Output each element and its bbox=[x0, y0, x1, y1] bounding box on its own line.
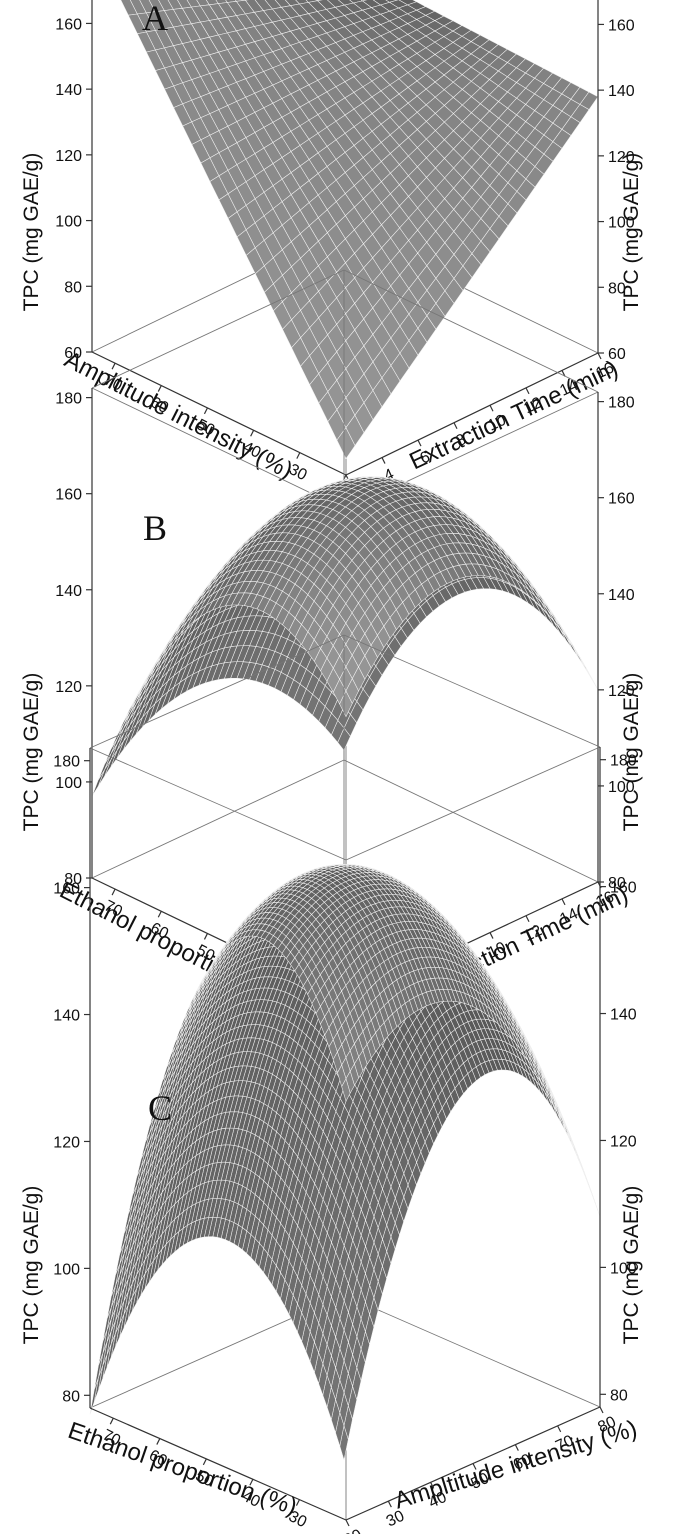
panel-c: 8080100100120120140140160160180180203040… bbox=[20, 634, 643, 1534]
z-tick-label-left: 140 bbox=[55, 82, 82, 99]
top-back-edge-y bbox=[89, 634, 345, 749]
z-tick-label-left: 160 bbox=[55, 487, 82, 504]
x-tick-label: 16 bbox=[593, 888, 616, 911]
x-tick-label: 12 bbox=[521, 922, 544, 945]
x-tick-mark bbox=[561, 898, 566, 906]
z-tick-label-right: 160 bbox=[608, 17, 635, 34]
panel-label: B bbox=[143, 508, 167, 548]
y-tick-mark bbox=[250, 430, 255, 437]
y-axis-line bbox=[91, 351, 347, 476]
z-tick-label-right: 80 bbox=[608, 875, 626, 892]
surface-mesh bbox=[120, 0, 599, 460]
x-tick-mark bbox=[525, 915, 530, 922]
z-tick-label-left: 80 bbox=[64, 871, 82, 888]
z-axis-title-left: TPC (mg GAE/g) bbox=[20, 673, 43, 832]
surface-cell bbox=[336, 427, 356, 460]
floor-back-edge-x bbox=[343, 1294, 601, 1408]
panel-a: 6060808010010012012014014016016018018020… bbox=[20, 0, 643, 507]
panel-label: A bbox=[142, 0, 168, 38]
x-tick-mark bbox=[417, 439, 422, 447]
y-tick-label: 50 bbox=[194, 942, 218, 965]
z-tick-label-left: 100 bbox=[55, 214, 82, 231]
y-tick-label: 60 bbox=[148, 394, 172, 417]
y-tick-label: 60 bbox=[148, 920, 172, 943]
z-tick-label-left: 180 bbox=[55, 391, 82, 408]
x-tick-mark bbox=[489, 932, 494, 939]
x-axis-title: Extraction Time (min) bbox=[405, 355, 622, 475]
y-tick-label: 50 bbox=[194, 416, 218, 439]
z-tick-label-right: 160 bbox=[608, 491, 635, 508]
y-tick-mark bbox=[296, 452, 301, 459]
surface-mesh bbox=[91, 476, 599, 797]
box-front-frame bbox=[91, 0, 599, 476]
y-tick-mark bbox=[111, 362, 116, 370]
z-ticks: 80 80 100 100 120 120 140 140 160 160 180 180 bbox=[55, 391, 635, 892]
z-tick-label-left: 100 bbox=[55, 775, 82, 792]
floor-back-edge-x bbox=[343, 759, 599, 883]
top-edge-y bbox=[89, 747, 347, 861]
x-tick-label: 12 bbox=[521, 394, 544, 417]
x-tick-mark bbox=[489, 405, 494, 412]
z-tick-label-right: 80 bbox=[608, 280, 626, 297]
y-tick-mark bbox=[157, 385, 162, 392]
y-axis-title: Ampltitude intensity (%) bbox=[60, 346, 297, 485]
x-tick-label: 14 bbox=[557, 377, 580, 400]
z-tick-label-right: 100 bbox=[608, 215, 635, 232]
z-tick-label-right: 120 bbox=[608, 149, 635, 166]
surface-cell bbox=[339, 690, 353, 718]
y-tick-label: 40 bbox=[240, 439, 264, 462]
z-tick-label-right: 140 bbox=[608, 83, 635, 100]
z-tick-label-right: 120 bbox=[608, 683, 635, 700]
top-back-edge-x bbox=[343, 269, 599, 393]
x-axis-line bbox=[345, 352, 599, 476]
top-edge-x bbox=[345, 746, 601, 861]
x-tick-label: 10 bbox=[485, 939, 508, 962]
x-tick-label: 14 bbox=[557, 905, 580, 928]
x-tick-mark bbox=[597, 352, 602, 360]
z-tick-label-left: 60 bbox=[64, 345, 82, 362]
y-tick-label: 70 bbox=[101, 372, 125, 395]
z-tick-label-left: 140 bbox=[55, 583, 82, 600]
z-axis-title-right: TPC (mg GAE/g) bbox=[620, 153, 643, 312]
z-tick-label-left: 120 bbox=[55, 679, 82, 696]
floor-back-edge-y bbox=[91, 759, 345, 879]
top-back-edge-y bbox=[91, 269, 345, 389]
y-tick-mark bbox=[111, 888, 116, 896]
x-tick-mark bbox=[381, 457, 386, 464]
surface-cell bbox=[553, 620, 567, 641]
z-tick-label-right: 140 bbox=[608, 587, 635, 604]
z-ticks: 6060808010010012012014014016016018018020… bbox=[55, 16, 635, 363]
y-tick-label: 30 bbox=[286, 461, 310, 484]
z-tick-label-left: 120 bbox=[55, 148, 82, 165]
z-tick-label-left: 80 bbox=[64, 279, 82, 296]
z-tick-label-right: 60 bbox=[608, 346, 626, 363]
z-tick-label-left: 160 bbox=[55, 16, 82, 33]
z-axis-title-left: TPC (mg GAE/g) bbox=[20, 153, 43, 312]
z-tick-label-right: 100 bbox=[608, 779, 635, 796]
top-edge-y bbox=[91, 387, 347, 511]
y-tick-mark bbox=[157, 911, 162, 918]
z-axis-title-right: TPC (mg GAE/g) bbox=[620, 673, 643, 832]
surface-mesh bbox=[89, 864, 601, 1461]
surface-cell bbox=[91, 769, 105, 797]
y-tick-label: 70 bbox=[101, 897, 125, 920]
top-back-edge-x bbox=[343, 634, 601, 748]
x-tick-mark bbox=[525, 387, 530, 395]
y-tick-mark bbox=[203, 407, 208, 415]
x-tick-label: 16 bbox=[593, 359, 616, 382]
z-tick-label-right: 180 bbox=[608, 395, 635, 412]
x-tick-label: 10 bbox=[485, 412, 508, 435]
x-tick-mark bbox=[453, 422, 458, 429]
y-tick-mark bbox=[203, 933, 208, 940]
